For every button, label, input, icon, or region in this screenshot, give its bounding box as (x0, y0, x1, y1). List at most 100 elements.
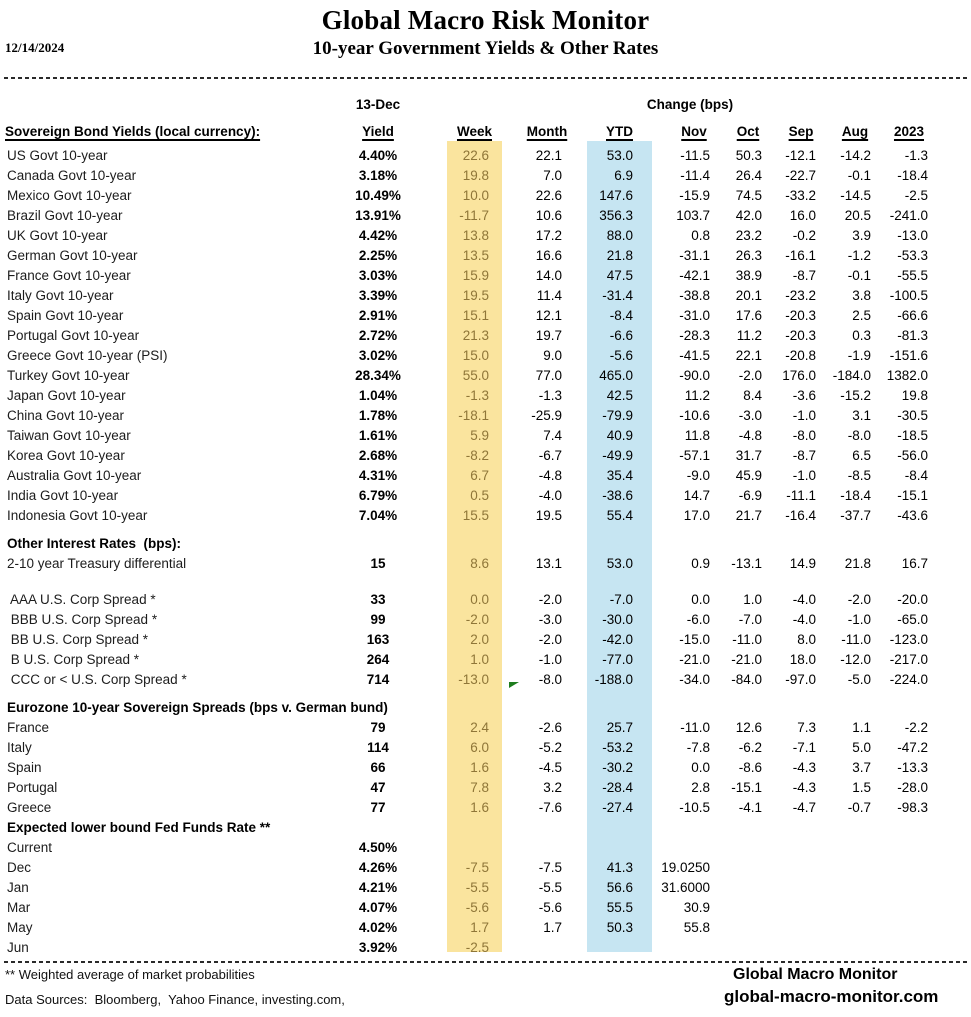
cell-yield: 4.31% (358, 468, 398, 483)
cell-oct: 11.2 (736, 328, 762, 343)
cell-oct: -84.0 (731, 672, 762, 687)
cell-sep: 7.3 (797, 720, 816, 735)
cell-oct: -15.1 (731, 780, 762, 795)
cell-oct: 42.0 (735, 208, 762, 223)
cell-oct: -4.1 (738, 800, 762, 815)
cell-ytd: -53.2 (602, 740, 633, 755)
top-divider (4, 77, 967, 79)
cell-sep: -11.1 (786, 488, 816, 503)
cell-nov: -10.5 (679, 800, 710, 815)
table-row: AAA U.S. Corp Spread * 33 0.0 -2.0 -7.0 0.0 1.… (0, 590, 971, 610)
table-row: Jan 4.21% -5.5 -5.5 56.6 31.6000 (0, 878, 971, 898)
cell-oct: -7.0 (738, 612, 762, 627)
cell-2023: -43.6 (897, 508, 928, 523)
cell-month: 17.2 (535, 228, 562, 243)
row-label: Eurozone 10-year Sovereign Spreads (bps … (7, 700, 388, 715)
cell-yield: 3.03% (358, 268, 398, 283)
cell-ytd: 53.0 (606, 556, 633, 571)
cell-month: -6.7 (538, 448, 562, 463)
cell-ytd: 356.3 (599, 208, 633, 223)
cell-week: -11.7 (459, 208, 489, 223)
table-row: CCC or < U.S. Corp Spread * 714 -13.0 -8.0 -… (0, 670, 971, 690)
table-row: German Govt 10-year 2.25% 13.5 16.6 21.8 -31.… (0, 246, 971, 266)
cell-week: 15.5 (462, 508, 489, 523)
cell-yield: 4.02% (358, 920, 398, 935)
row-label: AAA U.S. Corp Spread * (7, 592, 156, 607)
cell-yield: 1.78% (358, 408, 398, 423)
table-row: May 4.02% 1.7 1.7 50.3 55.8 (0, 918, 971, 938)
cell-ytd: 47.5 (606, 268, 633, 283)
cell-sep: -4.3 (792, 780, 816, 795)
cell-ytd: 50.3 (606, 920, 633, 935)
cell-ytd: 42.5 (606, 388, 633, 403)
cell-week: 6.0 (470, 740, 489, 755)
cell-yield: 3.18% (358, 168, 398, 183)
cell-nov: 0.0 (691, 760, 710, 775)
cell-month: 19.5 (535, 508, 562, 523)
cell-week: -8.2 (465, 448, 489, 463)
cell-nov: -28.3 (679, 328, 710, 343)
cell-aug: -0.1 (847, 168, 871, 183)
cell-sep: -1.0 (792, 468, 816, 483)
cell-aug: -5.0 (847, 672, 871, 687)
cell-2023: -18.5 (897, 428, 928, 443)
cell-ytd: -42.0 (602, 632, 633, 647)
cell-week: 15.9 (462, 268, 489, 283)
cell-2023: -55.5 (897, 268, 928, 283)
row-label: Spain (7, 760, 42, 775)
cell-2023: -98.3 (897, 800, 928, 815)
section-header-row: Expected lower bound Fed Funds Rate ** (0, 818, 971, 838)
cell-week: 10.0 (462, 188, 489, 203)
cell-week: -5.6 (465, 900, 489, 915)
cell-week: 2.0 (470, 632, 489, 647)
cell-oct: 26.3 (735, 248, 762, 263)
cell-oct: 17.6 (735, 308, 762, 323)
cell-nov: -34.0 (679, 672, 710, 687)
cell-month: 1.7 (543, 920, 562, 935)
cell-ytd: -5.6 (609, 348, 633, 363)
cell-yield: 2.91% (358, 308, 398, 323)
cell-aug: -2.0 (847, 592, 871, 607)
row-label: Dec (7, 860, 32, 875)
cell-week: 8.6 (470, 556, 489, 571)
cell-oct: 45.9 (735, 468, 762, 483)
cell-2023: -28.0 (897, 780, 928, 795)
cell-month: 7.0 (543, 168, 562, 183)
cell-yield: 99 (370, 612, 386, 627)
cell-week: 22.6 (462, 148, 489, 163)
row-label: German Govt 10-year (7, 248, 138, 263)
cell-nov: 103.7 (676, 208, 710, 223)
cell-aug: -1.9 (847, 348, 871, 363)
cell-2023: -65.0 (897, 612, 928, 627)
asof-date-header: 13-Dec (355, 97, 401, 112)
cell-week: 1.6 (470, 760, 489, 775)
cell-2023: -66.6 (897, 308, 928, 323)
cell-month: -3.0 (538, 612, 562, 627)
page-subtitle: 10-year Government Yields & Other Rates (312, 38, 659, 59)
cell-2023: -81.3 (897, 328, 928, 343)
cell-week: 0.5 (470, 488, 489, 503)
cell-month: -8.0 (538, 672, 562, 687)
col-header-ytd: YTD (606, 124, 633, 139)
table-row: Spain 66 1.6 -4.5 -30.2 0.0 -8.6 -4.3 3.7 -13.3 (0, 758, 971, 778)
cell-nov: -31.1 (679, 248, 710, 263)
cell-oct: -13.1 (731, 556, 762, 571)
row-label: Mexico Govt 10-year (7, 188, 132, 203)
cell-yield: 13.91% (355, 208, 401, 223)
cell-nov: 11.2 (684, 388, 710, 403)
cell-oct: 26.4 (735, 168, 762, 183)
cell-week: -13.0 (458, 672, 489, 687)
data-sources: Data Sources: Bloomberg, Yahoo Finance, … (5, 992, 345, 1007)
cell-yield: 2.25% (358, 248, 398, 263)
cell-week: 5.9 (470, 428, 489, 443)
cell-ytd: -77.0 (602, 652, 633, 667)
cell-nov: 0.0 (691, 592, 710, 607)
cell-sep: -22.7 (785, 168, 816, 183)
change-group-header: Change (bps) (646, 97, 734, 112)
cell-2023: -100.5 (889, 288, 928, 303)
cell-month: 16.6 (535, 248, 562, 263)
cell-ytd: -28.4 (602, 780, 633, 795)
col-header-nov: Nov (681, 124, 707, 139)
cell-yield: 4.42% (358, 228, 398, 243)
cell-week: 1.7 (470, 920, 489, 935)
